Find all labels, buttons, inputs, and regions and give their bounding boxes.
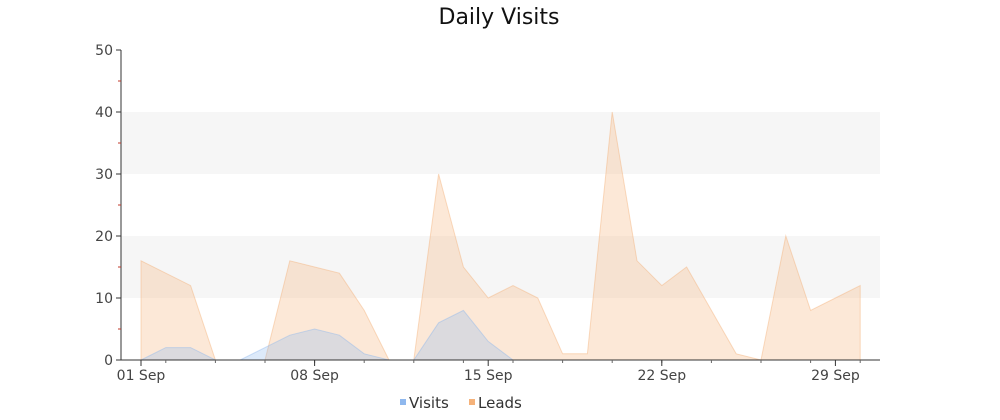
- legend-swatch-visits: [400, 399, 406, 405]
- legend-swatch-leads: [469, 399, 475, 405]
- chart-title: Daily Visits: [439, 5, 560, 30]
- x-tick-label: 15 Sep: [464, 368, 513, 384]
- y-tick-label: 10: [95, 291, 113, 307]
- y-tick-label: 20: [95, 229, 113, 245]
- grid-band: [121, 112, 880, 174]
- legend: Visits Leads: [400, 394, 522, 412]
- y-tick-label: 30: [95, 167, 113, 183]
- y-tick-label: 0: [104, 353, 113, 369]
- x-tick-label: 22 Sep: [637, 368, 686, 384]
- x-tick-label: 08 Sep: [290, 368, 339, 384]
- grid-bands: [121, 112, 880, 298]
- y-tick-label: 50: [95, 43, 113, 59]
- axes: 0 10 20 30 40 50 01 Sep 08 Sep 15 Sep 22 Sep 29 Se…: [95, 43, 880, 384]
- x-tick-label: 01 Sep: [117, 368, 166, 384]
- y-tick-label: 40: [95, 105, 113, 121]
- legend-label-leads: Leads: [478, 394, 522, 412]
- x-tick-label: 29 Sep: [811, 368, 860, 384]
- grid-band: [121, 236, 880, 298]
- legend-label-visits: Visits: [409, 394, 449, 412]
